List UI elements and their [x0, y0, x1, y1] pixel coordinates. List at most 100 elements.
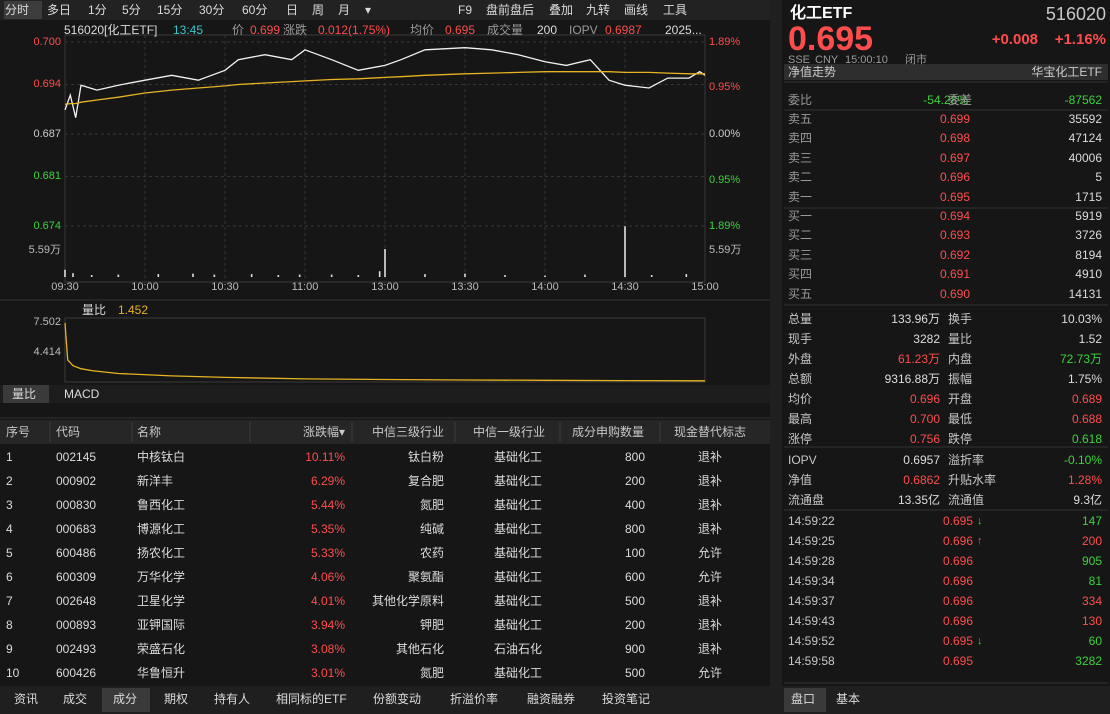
label: 14:59:58	[788, 654, 835, 668]
table-cell: 500	[624, 594, 645, 608]
indicator-tab[interactable]: MACD	[64, 387, 100, 401]
period-tab[interactable]: 周	[312, 3, 325, 17]
quote-tab[interactable]: 基本	[836, 692, 861, 706]
table-cell: 000683	[56, 522, 97, 536]
bottom-tab[interactable]: 折溢价率	[450, 692, 499, 706]
bottom-tab[interactable]: 成分	[113, 692, 138, 706]
table-cell: 基础化工	[493, 570, 543, 584]
column-header[interactable]: 涨跌幅▾	[302, 425, 345, 439]
label: 流通盘	[788, 493, 825, 507]
label: 14:59:22	[788, 514, 835, 528]
bottom-tab[interactable]: 投资笔记	[602, 692, 651, 706]
table-cell: 其他石化	[395, 642, 444, 656]
label: 0.697	[939, 150, 970, 165]
bottom-tab[interactable]: 持有人	[214, 692, 251, 706]
label: 0.699	[939, 112, 970, 126]
table-cell: 华鲁恒升	[137, 666, 186, 680]
tab-active	[3, 385, 49, 403]
bottom-tab[interactable]: 成交	[63, 692, 88, 706]
column-header[interactable]: 成分申购数量	[571, 425, 645, 439]
y-tick-label: 0.687	[33, 127, 61, 140]
tool-button[interactable]: F9	[458, 3, 473, 17]
tool-button[interactable]: 九转	[586, 3, 611, 17]
label: 委比	[788, 93, 813, 107]
table-cell: 800	[624, 522, 645, 536]
column-header[interactable]: 代码	[56, 425, 81, 439]
label: 价	[232, 23, 245, 37]
table-cell: 600426	[56, 666, 97, 680]
indicator-tab[interactable]: 量比	[12, 387, 37, 401]
table-cell: 000830	[56, 498, 97, 512]
label: 0.696	[909, 392, 940, 406]
period-tab[interactable]: 月	[338, 3, 351, 17]
label: 0.696	[942, 534, 973, 548]
table-cell: 7	[6, 594, 13, 608]
column-header[interactable]: 名称	[137, 425, 162, 439]
label: 外盘	[788, 352, 813, 366]
label: 0.695	[939, 189, 970, 204]
label: 卖三	[788, 150, 813, 165]
label[interactable]: 净值走势	[788, 65, 837, 79]
label: 买五	[788, 286, 813, 301]
bottom-tab[interactable]: 份额变动	[373, 692, 422, 706]
label: 均价	[788, 392, 813, 406]
volume-bar	[117, 274, 120, 277]
table-cell: 石油石化	[493, 642, 543, 656]
tool-button[interactable]: 画线	[624, 3, 649, 17]
bottom-tab[interactable]: 相同标的ETF	[276, 692, 347, 706]
table-cell: 纯碱	[419, 522, 444, 536]
period-tab[interactable]: 15分	[157, 3, 183, 17]
period-tab[interactable]: 1分	[88, 3, 107, 17]
y-tick-label: 0.694	[33, 77, 61, 90]
column-header[interactable]: 现金替代标志	[673, 425, 747, 439]
table-cell: 600486	[56, 546, 97, 560]
volume-bar	[298, 274, 301, 277]
label: 61.23万	[897, 352, 940, 366]
volume-bar	[378, 271, 381, 277]
code-name: 516020[化工ETF]	[64, 23, 158, 37]
quote-tab[interactable]: 盘口	[791, 692, 816, 706]
label: 0.688	[1071, 412, 1102, 426]
label: 0.012(1.75%)	[318, 23, 391, 37]
label: ↑	[977, 534, 983, 547]
table-cell: 允许	[697, 546, 723, 560]
bottom-tab[interactable]: 期权	[164, 692, 189, 706]
period-tab[interactable]: 多日	[47, 3, 72, 17]
bottom-tab[interactable]: 融资融券	[527, 692, 576, 706]
period-tab[interactable]: 30分	[199, 3, 225, 17]
label: 溢折率	[948, 453, 985, 467]
tool-button[interactable]: 盘前盘后	[486, 3, 535, 17]
table-cell: 5.33%	[310, 546, 345, 560]
column-header[interactable]: 中信一级行业	[472, 425, 546, 439]
divider	[770, 0, 782, 714]
label: 200	[1081, 534, 1102, 548]
label: -54.28%	[923, 93, 968, 107]
label: 3726	[1075, 228, 1102, 243]
volume-bar	[192, 273, 194, 277]
period-tab[interactable]: ▾	[365, 3, 372, 17]
tool-button[interactable]: 叠加	[549, 3, 574, 17]
label: 8194	[1075, 247, 1102, 262]
table-cell: 基础化工	[493, 546, 543, 560]
table-cell: 5.44%	[310, 498, 345, 512]
label: 涨跌	[283, 23, 308, 37]
period-tab[interactable]: 60分	[242, 3, 268, 17]
x-tick-label: 14:00	[531, 280, 559, 293]
label: 9.3亿	[1073, 493, 1102, 507]
label: 1.52	[1078, 332, 1102, 346]
column-header[interactable]: 中信三级行业	[371, 425, 445, 439]
bottom-tab[interactable]: 资讯	[14, 692, 39, 706]
table-cell: 000902	[56, 474, 97, 488]
period-tab[interactable]: 日	[286, 3, 299, 17]
period-tab[interactable]: 5分	[122, 3, 141, 17]
table-cell: 基础化工	[493, 618, 543, 632]
period-tab[interactable]: 分时	[5, 3, 30, 17]
table-cell: 钛白粉	[407, 450, 444, 464]
label: 1715	[1075, 189, 1102, 204]
column-header[interactable]: 序号	[6, 425, 31, 439]
label: 总额	[788, 372, 813, 386]
label: 流通值	[948, 493, 985, 507]
tool-button[interactable]: 工具	[663, 3, 688, 17]
